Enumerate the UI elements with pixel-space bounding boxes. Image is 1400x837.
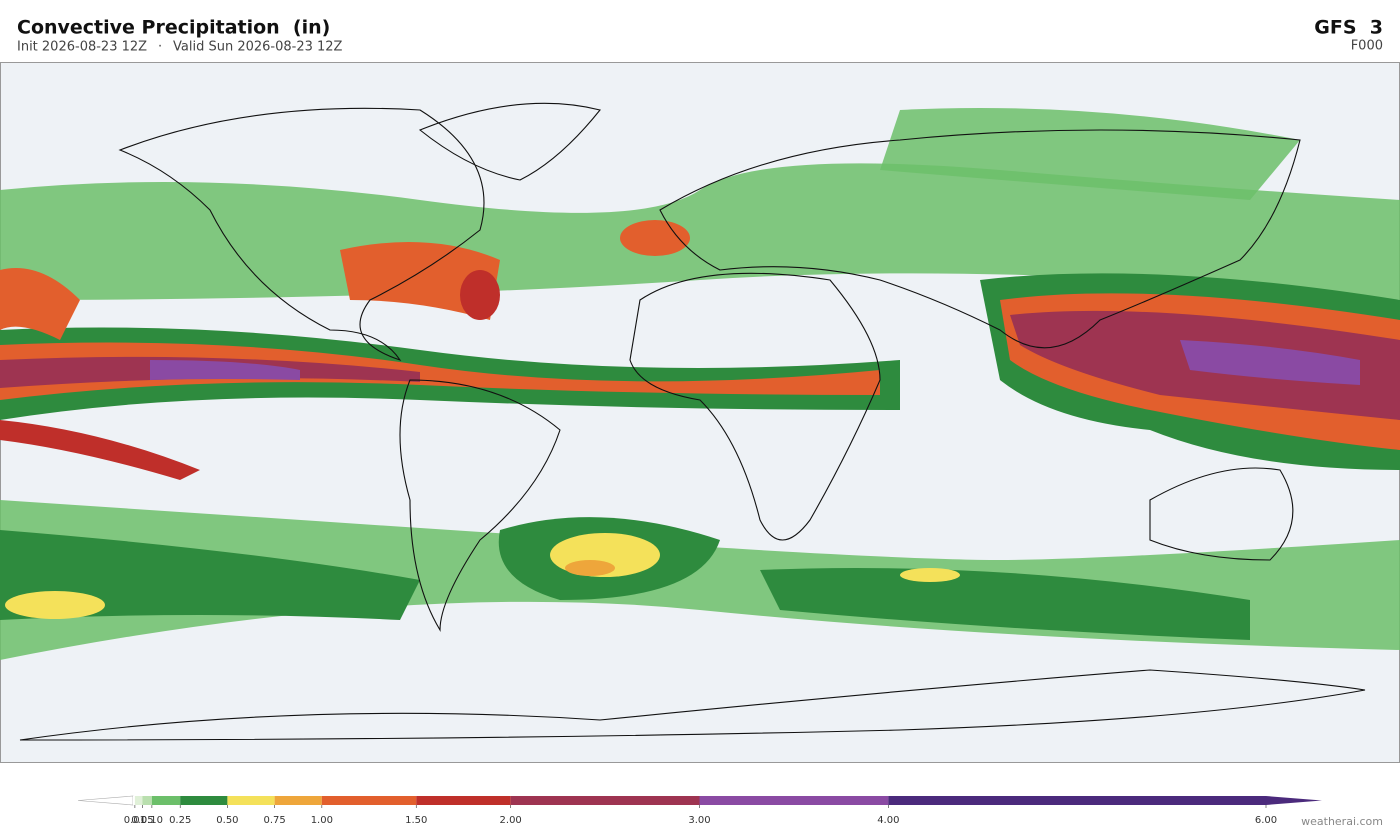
colorbar-tick-label: 4.00 [877, 815, 899, 826]
colorbar-segment [151, 796, 181, 805]
colorbar-tick-label: 0.75 [263, 815, 285, 826]
colorbar-tick-label: 0.05 [131, 815, 153, 826]
colorbar-segment [180, 796, 228, 805]
colorbar-segment [888, 796, 1266, 805]
colorbar-segment [227, 796, 275, 805]
colorbar-tick-label: 1.50 [405, 815, 427, 826]
colorbar-segment [133, 796, 135, 805]
colorbar-segment [274, 796, 322, 805]
colorbar-segment [416, 796, 511, 805]
colorbar-tick-label: 3.00 [688, 815, 710, 826]
colorbar-segment [142, 796, 152, 805]
colorbar-segment [134, 796, 143, 805]
colorbar-tick-label: 0.01 [124, 815, 146, 826]
colorbar-over [1266, 796, 1322, 805]
coastlines [19, 102, 1366, 741]
forecast-hour: F000 [1351, 39, 1383, 54]
watermark: weatherai.com [1301, 815, 1383, 828]
colorbar-tick-label: 0.10 [141, 815, 163, 826]
title: Convective Precipitation (in) [17, 17, 330, 39]
colorbar-segment [699, 796, 889, 805]
precip-field [0, 108, 1400, 660]
colorbar-tick-label: 2.00 [500, 815, 522, 826]
valid-time: Valid Sun 2026-08-23 12Z [173, 40, 343, 55]
colorbar: 0.010.050.10 0.25 0.50 0.75 1.00 1.50 2.00 3.00… [77, 795, 1322, 826]
colorbar-tick-label: 1.00 [311, 815, 333, 826]
model-name: GFS 3 [1314, 17, 1383, 39]
colorbar-segment [321, 796, 417, 805]
colorbar-tick-label: 0.50 [216, 815, 238, 826]
colorbar-segment [510, 796, 700, 805]
map [0, 62, 1400, 763]
colorbar-tick-label: 0.25 [169, 815, 191, 826]
init-time: Init 2026-08-23 12Z [17, 40, 147, 55]
colorbar-tick-label: 6.00 [1255, 815, 1277, 826]
separator: · [158, 40, 162, 55]
colorbar-under [77, 795, 134, 806]
